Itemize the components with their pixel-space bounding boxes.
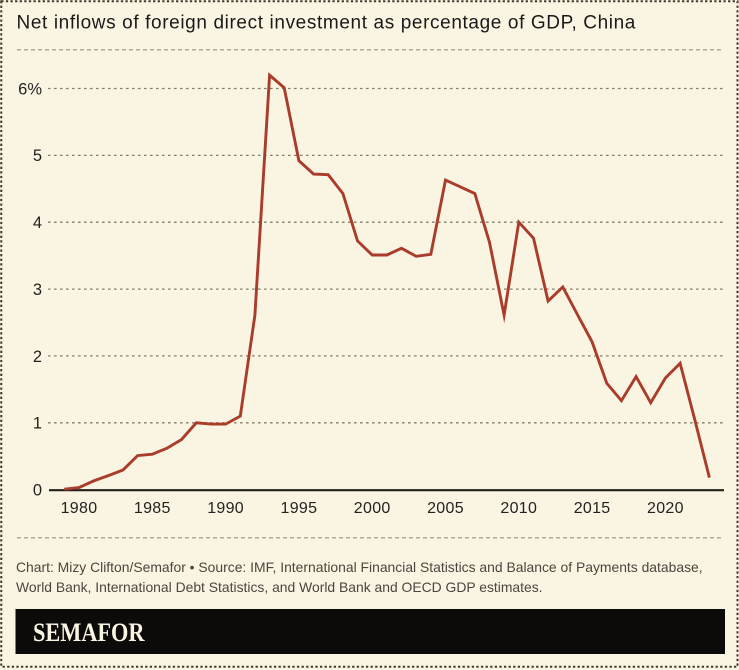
svg-text:World Bank, International Debt: World Bank, International Debt Statistic… bbox=[16, 579, 543, 595]
svg-text:1985: 1985 bbox=[134, 500, 171, 517]
svg-text:0: 0 bbox=[33, 481, 42, 499]
svg-text:1: 1 bbox=[33, 415, 42, 433]
svg-text:2: 2 bbox=[33, 348, 42, 366]
svg-text:2010: 2010 bbox=[500, 500, 537, 517]
svg-text:6%: 6% bbox=[18, 80, 42, 98]
svg-text:2020: 2020 bbox=[647, 500, 684, 517]
svg-text:1980: 1980 bbox=[61, 500, 98, 517]
svg-text:1995: 1995 bbox=[281, 500, 318, 517]
svg-text:5: 5 bbox=[33, 147, 42, 165]
svg-text:1990: 1990 bbox=[207, 500, 244, 517]
svg-text:SEMAFOR: SEMAFOR bbox=[33, 618, 145, 647]
svg-text:2000: 2000 bbox=[354, 500, 391, 517]
svg-text:2015: 2015 bbox=[574, 500, 611, 517]
svg-text:Chart: Mizy Clifton/Semafor •: Chart: Mizy Clifton/Semafor • Source: IM… bbox=[16, 559, 703, 575]
svg-text:3: 3 bbox=[33, 281, 42, 299]
svg-text:Net inflows of foreign direct: Net inflows of foreign direct investment… bbox=[17, 12, 637, 33]
svg-text:2005: 2005 bbox=[427, 500, 464, 517]
svg-text:4: 4 bbox=[33, 214, 42, 232]
